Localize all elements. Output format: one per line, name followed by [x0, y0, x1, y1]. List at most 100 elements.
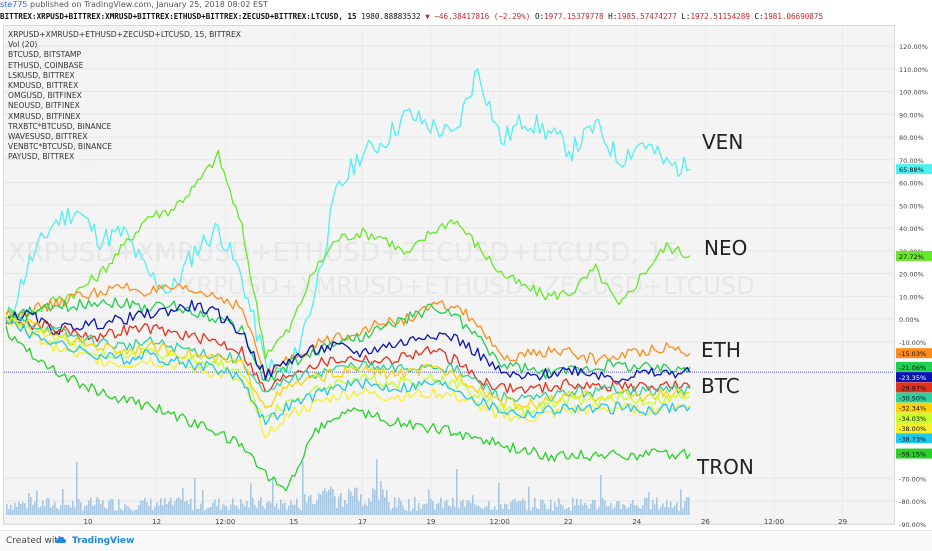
volume-bar — [552, 510, 554, 515]
volume-bar — [398, 497, 400, 515]
volume-bar — [406, 510, 408, 515]
last-value-label-omg: -29.97% — [899, 384, 926, 392]
volume-bar — [586, 504, 588, 515]
volume-bar — [102, 499, 104, 515]
volume-bar — [628, 506, 630, 515]
legend-item-btc[interactable]: BTCUSD, BITSTAMP — [8, 50, 82, 60]
legend-item-waves[interactable]: WAVESUSD, BITTREX — [8, 132, 88, 142]
volume-bar — [520, 500, 522, 515]
volume-bar — [300, 510, 302, 515]
volume-bar — [244, 506, 246, 515]
legend-item-kmd[interactable]: KMDUSD, BITTREX — [8, 81, 79, 91]
volume-bar — [686, 497, 688, 515]
legend-item-omg[interactable]: OMGUSD, BITFINEX — [8, 91, 82, 101]
volume-bar — [280, 499, 282, 515]
last-value-tag-eth — [896, 348, 932, 359]
volume-bar — [388, 502, 390, 515]
volume-bar — [444, 501, 446, 515]
y-tick-label-4: 80.00% — [899, 134, 924, 142]
last-value-label-lsk: -30.50% — [899, 395, 926, 403]
volume-bar — [630, 503, 632, 515]
series-line-neo[interactable] — [5, 149, 691, 360]
legend-item-lsk[interactable]: LSKUSD, BITTREX — [8, 70, 75, 80]
series-line-ven[interactable] — [5, 68, 691, 376]
series-line-eth[interactable] — [5, 282, 691, 378]
volume-bar — [336, 508, 338, 515]
volume-bar — [556, 506, 558, 515]
volume-bar — [170, 497, 172, 515]
volume-bar — [562, 506, 564, 515]
series-line-pay[interactable] — [5, 317, 691, 418]
series-line-lsk[interactable] — [5, 314, 691, 403]
legend-item-main[interactable]: XRPUSD+XMRUSD+ETHUSD+ZECUSD+LTCUSD, 15, … — [8, 30, 241, 39]
volume-bar — [70, 507, 72, 515]
legend-item-eth[interactable]: ETHUSD, COINBASE — [8, 60, 84, 70]
y-tick-label-10: 20.00% — [899, 271, 924, 279]
volume-bar — [40, 506, 42, 515]
y-tick-label-16: -90.00% — [899, 521, 926, 529]
legend-panel: XRPUSD+XMRUSD+ETHUSD+ZECUSD+LTCUSD, 15, … — [8, 30, 241, 163]
volume-bar — [546, 509, 548, 515]
volume-bar — [642, 505, 644, 515]
series-line-tron[interactable] — [5, 325, 691, 492]
volume-bar — [212, 502, 214, 515]
volume-bar — [178, 497, 180, 515]
volume-bar — [182, 487, 184, 515]
volume-bar — [380, 480, 382, 515]
volume-bar — [64, 504, 66, 515]
volume-bar — [484, 507, 486, 515]
series-line-xmr[interactable] — [5, 313, 691, 439]
volume-bar — [588, 508, 590, 515]
series-line-omg[interactable] — [5, 315, 691, 394]
last-value-label-ven: 65.88% — [899, 166, 924, 174]
symbol-bar: BITTREX:XRPUSD+BITTREX:XMRUSD+BITTREX:ET… — [0, 11, 932, 23]
volume-bar — [164, 498, 166, 515]
author-link[interactable]: ste775 — [0, 0, 28, 9]
volume-bar — [436, 503, 438, 515]
volume-bar — [240, 499, 242, 515]
volume-bar — [424, 504, 426, 515]
legend-item-trx[interactable]: TRXBTC*BTCUSD, BINANCE — [8, 121, 112, 131]
legend-item-pay[interactable]: PAYUSD, BITTREX — [8, 152, 75, 162]
volume-bar — [310, 494, 312, 515]
volume-bar — [614, 506, 616, 515]
volume-bar — [352, 495, 354, 515]
tradingview-brand[interactable]: TradingView — [72, 536, 135, 546]
volume-bar — [270, 502, 272, 515]
volume-bar — [534, 498, 536, 515]
volume-bar — [250, 483, 252, 515]
volume-bar — [634, 505, 636, 515]
volume-bar — [364, 503, 366, 515]
volume-bar — [218, 498, 220, 515]
series-line-waves[interactable] — [5, 313, 691, 410]
volume-bar — [36, 490, 38, 515]
footer-bar: Created with TradingView — [0, 530, 932, 551]
volume-bar — [166, 504, 168, 515]
volume-bar — [466, 500, 468, 515]
volume-bar — [608, 506, 610, 515]
symbol-name[interactable]: BITTREX:XRPUSD+BITTREX:XMRUSD+BITTREX:ET… — [0, 12, 357, 21]
volume-bar — [596, 509, 598, 515]
volume-bar — [450, 506, 452, 515]
high-value: 1985.57474277 — [617, 12, 677, 21]
series-line-btc[interactable] — [5, 299, 691, 383]
legend-item-volume[interactable]: Vol (20) — [8, 40, 38, 50]
legend-item-neo[interactable]: NEOUSD, BITFINEX — [8, 101, 80, 111]
volume-bar — [518, 500, 520, 515]
legend-item-xmr[interactable]: XMRUSD, BITFINEX — [8, 111, 81, 121]
volume-bar — [92, 505, 94, 515]
volume-bar — [222, 504, 224, 515]
series-line-ltc[interactable] — [5, 319, 691, 426]
tradingview-cloud-icon — [56, 536, 66, 543]
last-value-label-neo: 27.72% — [899, 253, 924, 261]
y-tick-label-12: 0.00% — [899, 316, 920, 324]
legend-item-ven[interactable]: VENBTC*BTCUSD, BINANCE — [8, 142, 113, 152]
volume-bar — [600, 475, 602, 515]
volume-bar — [110, 498, 112, 515]
volume-bar — [376, 459, 378, 515]
volume-bar — [652, 499, 654, 515]
volume-bar — [544, 503, 546, 515]
volume-bar — [194, 478, 196, 515]
volume-bar — [126, 506, 128, 515]
